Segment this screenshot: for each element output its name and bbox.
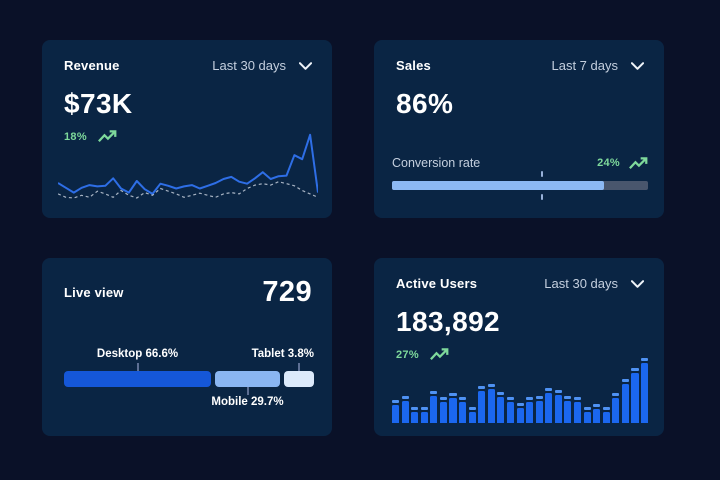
user-activity-bar bbox=[439, 397, 447, 423]
device-share-stacked-bar bbox=[64, 371, 314, 387]
sales-range-label: Last 7 days bbox=[551, 58, 619, 73]
conversion-delta: 24% bbox=[597, 157, 620, 169]
user-activity-bar bbox=[478, 386, 486, 423]
mobile-connector-line bbox=[246, 387, 249, 395]
revenue-card-header: Revenue Last 30 days bbox=[64, 58, 312, 73]
chevron-down-icon bbox=[299, 61, 312, 70]
user-activity-bar bbox=[411, 407, 419, 423]
desktop-share-label: Desktop 66.6% bbox=[96, 348, 179, 360]
user-activity-bar bbox=[420, 407, 428, 423]
user-activity-bar bbox=[641, 358, 649, 423]
revenue-delta: 18% bbox=[64, 130, 87, 143]
conversion-delta-group: 24% bbox=[597, 156, 648, 170]
user-activity-bar bbox=[535, 396, 543, 423]
conversion-progress-track[interactable] bbox=[392, 171, 648, 200]
trending-up-icon bbox=[97, 130, 117, 143]
chevron-down-icon bbox=[631, 61, 644, 70]
user-activity-bar bbox=[392, 400, 400, 423]
active-users-delta: 27% bbox=[396, 348, 419, 361]
sales-card: Sales Last 7 days 86% Conversion rate 24… bbox=[374, 40, 664, 218]
user-activity-bar bbox=[564, 396, 572, 423]
trending-up-icon bbox=[429, 348, 449, 361]
revenue-range-label: Last 30 days bbox=[212, 58, 286, 73]
desktop-connector-line bbox=[136, 363, 139, 371]
active-users-range-label: Last 30 days bbox=[544, 276, 618, 291]
chevron-down-icon bbox=[631, 279, 644, 288]
user-activity-bar bbox=[593, 404, 601, 423]
active-users-delta-row: 27% bbox=[396, 348, 644, 361]
sales-card-title: Sales bbox=[396, 58, 431, 73]
sales-card-header: Sales Last 7 days bbox=[396, 58, 644, 73]
active-users-card-header: Active Users Last 30 days bbox=[396, 276, 644, 291]
user-activity-bar bbox=[631, 368, 639, 423]
user-activity-bar bbox=[506, 397, 515, 423]
mobile-share-label: Mobile 29.7% bbox=[211, 396, 284, 408]
revenue-value: $73K bbox=[64, 88, 133, 119]
conversion-marker-top bbox=[540, 171, 543, 177]
user-activity-bar bbox=[612, 393, 620, 423]
device-segment-tablet bbox=[284, 371, 314, 387]
active-users-bar-chart bbox=[392, 358, 649, 423]
conversion-marker-bottom bbox=[540, 194, 543, 200]
revenue-card-title: Revenue bbox=[64, 58, 120, 73]
live-view-card-header: Live view 729 bbox=[64, 276, 312, 309]
tablet-connector-line bbox=[298, 363, 300, 371]
conversion-rate-label: Conversion rate bbox=[392, 156, 481, 170]
user-activity-bar bbox=[545, 388, 553, 423]
revenue-delta-row: 18% bbox=[64, 130, 312, 143]
device-share-chart: Desktop 66.6% Tablet 3.8% Mobile 29.7% bbox=[64, 348, 314, 412]
user-activity-bar bbox=[516, 403, 524, 423]
active-users-card: Active Users Last 30 days 183,892 27% bbox=[374, 258, 664, 436]
conversion-progress-fill bbox=[392, 181, 605, 190]
tablet-share-label: Tablet 3.8% bbox=[251, 348, 314, 360]
active-users-range-select[interactable]: Last 30 days bbox=[544, 276, 644, 291]
revenue-range-select[interactable]: Last 30 days bbox=[212, 58, 312, 73]
active-users-card-title: Active Users bbox=[396, 276, 478, 291]
user-activity-bar bbox=[430, 391, 438, 423]
sales-range-select[interactable]: Last 7 days bbox=[551, 58, 644, 73]
user-activity-bar bbox=[583, 407, 591, 423]
user-activity-bar bbox=[554, 390, 562, 423]
device-segment-desktop bbox=[64, 371, 211, 387]
user-activity-bar bbox=[497, 392, 505, 423]
revenue-line-chart bbox=[58, 133, 318, 199]
trending-up-icon bbox=[629, 156, 648, 169]
user-activity-bar bbox=[468, 407, 476, 423]
user-activity-bar bbox=[621, 379, 629, 423]
user-activity-bar bbox=[459, 397, 467, 423]
user-activity-bar bbox=[487, 384, 495, 423]
user-activity-bar bbox=[401, 396, 409, 423]
user-activity-bar bbox=[449, 393, 457, 423]
live-view-card: Live view 729 Desktop 66.6% Tablet 3.8% … bbox=[42, 258, 332, 436]
conversion-rate-row: Conversion rate 24% bbox=[392, 156, 648, 170]
live-view-card-title: Live view bbox=[64, 285, 124, 300]
user-activity-bar bbox=[602, 407, 610, 423]
device-segment-mobile bbox=[214, 371, 280, 387]
live-view-value: 729 bbox=[262, 276, 312, 308]
sales-value: 86% bbox=[396, 88, 454, 119]
active-users-value: 183,892 bbox=[396, 306, 501, 337]
user-activity-bar bbox=[526, 397, 534, 423]
revenue-card: Revenue Last 30 days $73K 18% bbox=[42, 40, 332, 218]
user-activity-bar bbox=[573, 397, 582, 423]
